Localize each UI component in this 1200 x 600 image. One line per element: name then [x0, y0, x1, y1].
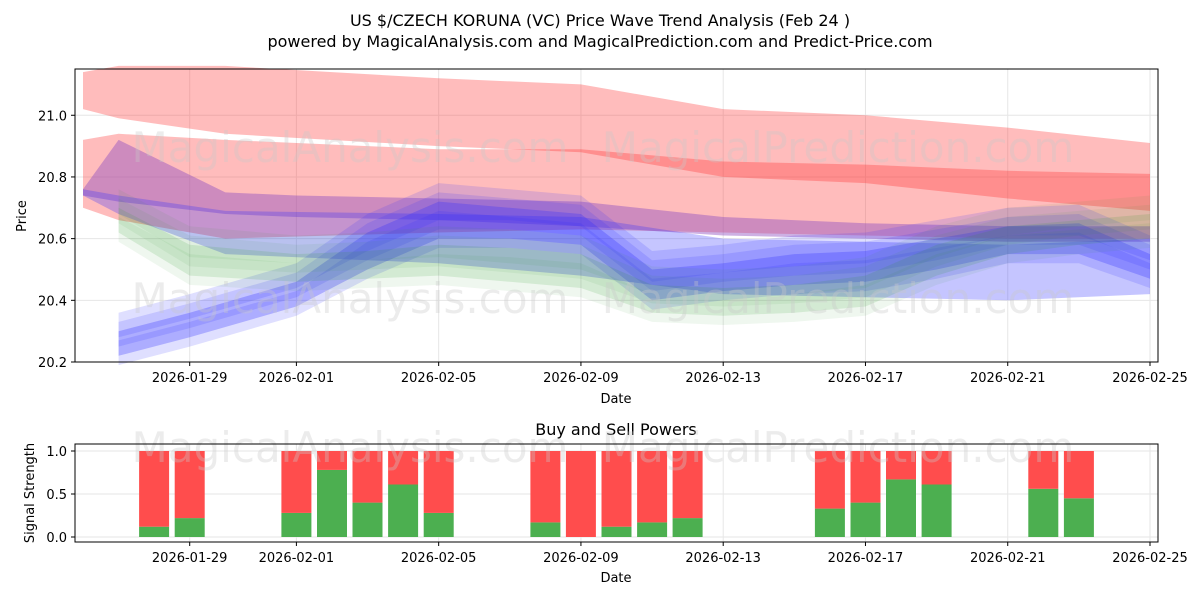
sell-bar: [850, 451, 881, 503]
sell-bar: [174, 451, 205, 519]
sell-bar: [814, 451, 845, 509]
watermark-top-right: MagicalPrediction.com: [602, 123, 1075, 172]
price-panel: MagicalAnalysis.com MagicalPrediction.co…: [15, 65, 1188, 407]
band-green-wave-echo-0: [118, 198, 1151, 307]
price-x-tick-label: 2026-01-29: [152, 371, 228, 386]
buy-bar: [139, 526, 170, 537]
band-blue-wave-echo-0: [118, 192, 1151, 347]
sell-bar: [1063, 451, 1094, 499]
sell-bar: [886, 451, 916, 480]
sell-bar: [921, 451, 952, 485]
signal-x-tick-label: 2026-02-17: [828, 551, 904, 566]
band-red-band-upper: [83, 65, 1150, 211]
sell-bar: [1028, 451, 1059, 489]
sell-bar: [530, 451, 561, 523]
signal-y-label: Signal Strength: [23, 443, 38, 543]
band-green-wave-echo-1: [118, 217, 1151, 325]
signal-y-tick-label: 0.0: [46, 531, 67, 546]
buy-bar: [281, 512, 312, 537]
signal-plot-frame: [74, 443, 1159, 543]
sell-bar: [317, 451, 347, 470]
buy-bar: [921, 484, 952, 537]
buy-bar: [317, 469, 347, 537]
band-green-wave: [118, 207, 1151, 316]
signal-y-tick-label: 1.0: [46, 445, 67, 460]
buy-bar: [886, 479, 916, 537]
signal-x-tick-label: 2026-02-01: [259, 551, 335, 566]
watermark-mid-left: MagicalAnalysis.com: [132, 274, 569, 323]
band-blue-wave: [118, 201, 1151, 356]
price-y-tick-label: 20.6: [38, 233, 67, 248]
buy-bar: [352, 502, 383, 537]
price-x-tick-label: 2026-02-13: [685, 371, 761, 386]
price-y-tick-label: 20.2: [38, 356, 67, 371]
signal-x-label: Date: [600, 571, 631, 586]
signal-x-tick-label: 2026-02-25: [1112, 551, 1188, 566]
sell-bar: [139, 451, 170, 527]
buy-bar: [388, 484, 419, 537]
signal-panel: Buy and Sell Powers MagicalAnalysis.com …: [23, 420, 1188, 586]
band-green-wave-echo-2: [118, 189, 1151, 298]
signal-x-tick-label: 2026-02-21: [970, 551, 1046, 566]
watermark-bottom-right: MagicalPrediction.com: [602, 423, 1075, 472]
price-x-tick-label: 2026-02-25: [1112, 371, 1188, 386]
price-y-tick-label: 20.8: [38, 171, 67, 186]
chart-subtitle: powered by MagicalAnalysis.com and Magic…: [267, 32, 932, 51]
buy-bar: [174, 518, 205, 537]
price-y-tick-label: 20.4: [38, 294, 67, 309]
signal-bars: [139, 451, 1094, 537]
price-plot-frame: [74, 68, 1159, 363]
signal-x-tick-label: 2026-02-09: [543, 551, 619, 566]
band-blue-wave-echo-2: [118, 183, 1151, 338]
signal-y-ticks: 0.0 0.5 1.0: [46, 445, 75, 546]
price-plot-area: [75, 69, 1158, 362]
sell-bar: [601, 451, 632, 527]
buy-bar: [637, 522, 668, 537]
price-y-tick-label: 21.0: [38, 109, 67, 124]
watermark-bottom-left: MagicalAnalysis.com: [132, 423, 569, 472]
price-x-tick-label: 2026-02-21: [970, 371, 1046, 386]
signal-title: Buy and Sell Powers: [535, 420, 697, 439]
signal-x-tick-label: 2026-02-13: [685, 551, 761, 566]
sell-bar: [423, 451, 454, 513]
price-x-tick-label: 2026-02-01: [259, 371, 335, 386]
price-x-label: Date: [600, 392, 631, 407]
watermark-mid-right: MagicalPrediction.com: [602, 274, 1075, 323]
watermark-top-left: MagicalAnalysis.com: [132, 123, 569, 172]
buy-bar: [1028, 488, 1059, 537]
buy-bar: [530, 522, 561, 537]
buy-bar: [1063, 498, 1094, 537]
sell-bar: [637, 451, 668, 523]
price-y-label: Price: [15, 200, 30, 232]
price-x-tick-label: 2026-02-17: [828, 371, 904, 386]
price-bands: [83, 65, 1151, 366]
signal-x-tick-label: 2026-01-29: [152, 551, 228, 566]
chart-title: US $/CZECH KORUNA (VC) Price Wave Trend …: [350, 11, 850, 30]
buy-bar: [850, 502, 881, 537]
band-blue-band-main: [83, 189, 1150, 301]
sell-bar: [672, 451, 703, 519]
price-x-tick-label: 2026-02-05: [401, 371, 477, 386]
price-x-tick-label: 2026-02-09: [543, 371, 619, 386]
sell-bar: [565, 451, 596, 537]
sell-bar: [352, 451, 383, 503]
price-y-ticks: 20.2 20.4 20.6 20.8 21.0: [38, 109, 75, 371]
price-x-ticks: 2026-01-29 2026-02-01 2026-02-05 2026-02-09…: [152, 362, 1188, 386]
signal-y-tick-label: 0.5: [46, 488, 67, 503]
band-blue-wave-echo-1: [118, 210, 1151, 366]
sell-bar: [388, 451, 419, 485]
signal-x-tick-label: 2026-02-05: [401, 551, 477, 566]
band-red-band-lower: [83, 133, 1150, 239]
buy-bar: [601, 526, 632, 537]
buy-bar: [814, 508, 845, 537]
signal-x-ticks: 2026-01-29 2026-02-01 2026-02-05 2026-02-09…: [152, 542, 1188, 566]
buy-bar: [423, 512, 454, 537]
buy-bar: [672, 518, 703, 537]
sell-bar: [281, 451, 312, 513]
band-purple-band: [83, 139, 1150, 242]
